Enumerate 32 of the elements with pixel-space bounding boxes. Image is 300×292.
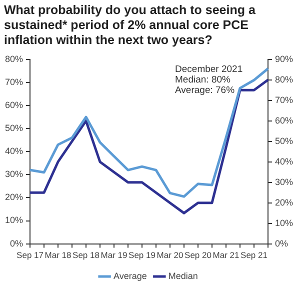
y2-tick-label: 90% [274, 54, 293, 64]
y-tick-label: 0% [10, 238, 24, 248]
y2-tick-label: 30% [274, 176, 293, 187]
x-tick-label: Sep 19 [128, 250, 156, 260]
y-tick-label: 10% [5, 215, 24, 226]
x-tick-label: Sep 20 [184, 250, 212, 260]
legend-label: Median [168, 270, 198, 281]
x-tick-label: Sep 17 [16, 250, 44, 260]
y2-tick-label: 50% [274, 136, 293, 146]
y-tick-label: 60% [5, 100, 24, 110]
y2-tick-label: 60% [274, 115, 293, 126]
y2-tick-label: 70% [274, 94, 293, 105]
x-tick-label: Sep 18 [72, 250, 100, 260]
y2-tick-label: 80% [274, 74, 293, 84]
y2-tick-label: 0% [274, 238, 288, 248]
y-tick-label: 30% [5, 169, 24, 180]
y-tick-label: 80% [5, 54, 24, 64]
y2-tick-label: 40% [274, 156, 293, 166]
y2-tick-label: 20% [274, 197, 293, 208]
y2-tick-label: 10% [274, 218, 293, 228]
x-tick-label: Mar 20 [156, 250, 184, 260]
x-tick-label: Mar 21 [212, 250, 240, 260]
legend-label: Average [114, 270, 147, 281]
y-tick-label: 70% [5, 76, 24, 87]
annotation: December 2021 Median: 80% Average: 76% [175, 64, 243, 96]
x-tick-label: Sep 21 [240, 250, 268, 260]
y-tick-label: 50% [5, 123, 24, 134]
x-tick-label: Mar 18 [44, 250, 72, 260]
y-tick-label: 20% [5, 192, 24, 202]
y-tick-label: 40% [5, 146, 24, 156]
chart-title: What probability do you attach to seeing a sustained* period of 2% annual core PCE inflation within the next two years? [3, 2, 256, 49]
x-tick-label: Mar 19 [100, 250, 128, 260]
